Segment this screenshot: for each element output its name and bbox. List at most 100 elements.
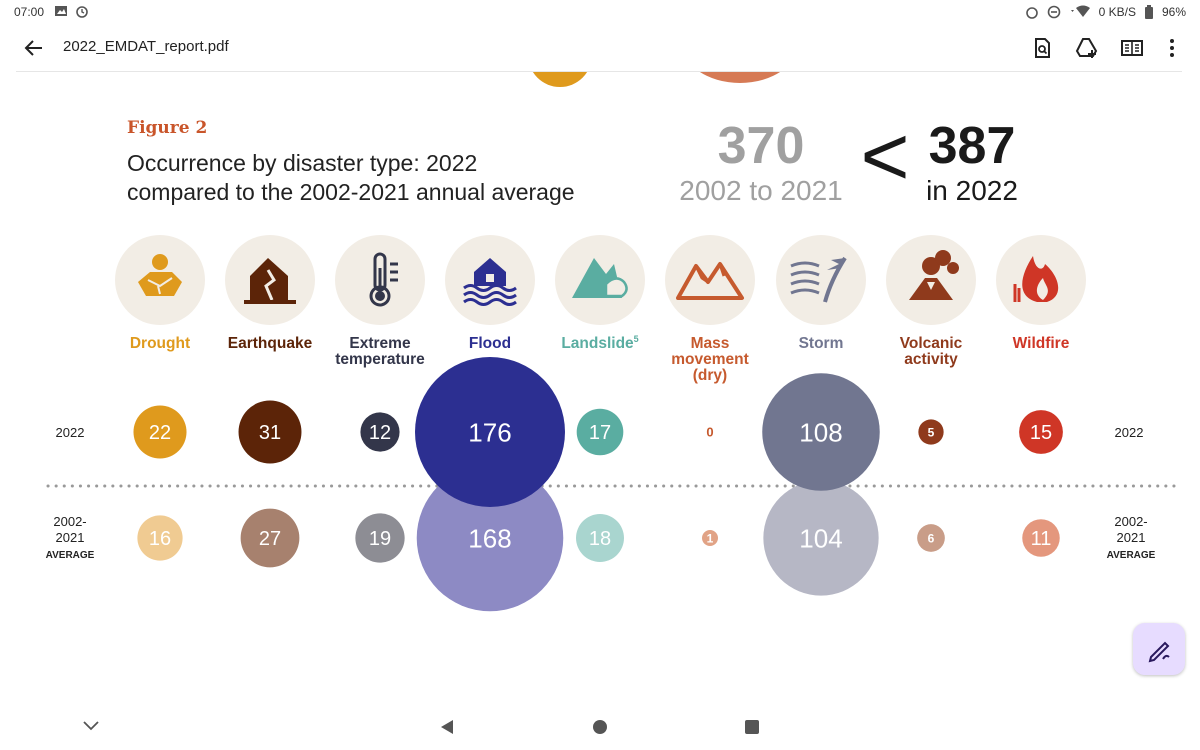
year-2022-value-label: 17	[589, 422, 611, 444]
category-label-line: Wildfire	[1013, 335, 1070, 352]
average-bubble	[1022, 519, 1060, 557]
document-title: 2022_EMDAT_report.pdf	[63, 38, 229, 55]
category-label-line: activity	[904, 351, 958, 368]
add-to-drive-icon[interactable]	[1075, 36, 1099, 60]
year-2022-bubble	[133, 405, 187, 459]
category-label-line: movement	[671, 351, 749, 368]
category-label-line: Mass	[691, 335, 730, 352]
year-2022-value-label: 0	[706, 425, 713, 440]
recents-nav-icon[interactable]	[744, 719, 760, 735]
year-2022-bubble	[1019, 410, 1063, 454]
category-label-line: Flood	[469, 335, 511, 352]
year-2022-value-label: 108	[799, 417, 842, 447]
app-toolbar: 2022_EMDAT_report.pdf	[0, 24, 1200, 72]
average-bubble	[240, 508, 300, 568]
footnote-marker: 5	[634, 334, 639, 344]
reading-mode-icon[interactable]	[1120, 36, 1144, 60]
average-period: 2002 to 2021	[679, 175, 843, 206]
alarm-status-icon	[1025, 7, 1038, 19]
year-2022-value-label: 22	[149, 422, 171, 444]
year-2022-value-label: 31	[259, 422, 281, 444]
battery-icon	[1144, 5, 1153, 19]
figure-label: Figure 2	[127, 118, 207, 138]
category-label: Earthquake	[228, 335, 313, 352]
image-notification-icon	[55, 6, 67, 16]
category-label: Flood	[469, 335, 511, 352]
network-speed: 0 KB/S	[1098, 5, 1136, 19]
search-document-icon[interactable]	[1030, 36, 1054, 60]
previous-figure-shape	[680, 0, 800, 83]
category-label: Drought	[130, 335, 190, 352]
category-label-line: (dry)	[693, 367, 727, 384]
mass-movement-icon	[665, 235, 755, 325]
row-label-avg-right-3: AVERAGE	[1107, 550, 1156, 561]
back-nav-icon[interactable]	[439, 719, 455, 735]
year-period: in 2022	[926, 175, 1018, 206]
category-label-line: Drought	[130, 335, 190, 352]
pdf-page: Figure 2 Occurrence by disaster type: 20…	[16, 0, 1184, 705]
year-2022-value-label: 15	[1030, 422, 1052, 444]
average-bubble	[355, 513, 405, 563]
category-label-line: Storm	[799, 335, 844, 352]
year-2022-value-label: 176	[468, 417, 511, 447]
average-bubble	[576, 514, 624, 562]
average-value-label: 19	[369, 528, 391, 550]
average-value-label: 27	[259, 528, 281, 550]
category-label-line: Extreme	[349, 335, 411, 352]
average-value-label: 6	[928, 531, 935, 545]
wifi-icon	[1070, 5, 1090, 17]
category-label: Mass movement (dry)	[671, 335, 749, 384]
category-label-line: temperature	[335, 351, 425, 368]
average-total: 370	[718, 117, 805, 175]
volcano-icon	[886, 235, 976, 325]
battery-level: 96%	[1161, 5, 1186, 19]
comparison-symbol: <	[860, 109, 909, 203]
pen-edit-icon	[1148, 641, 1170, 663]
row-label-avg-left-2: 2021	[56, 530, 85, 545]
category-label: Storm	[799, 335, 844, 352]
row-label-2022-right: 2022	[1115, 425, 1144, 440]
row-label-avg-right-1: 2002-	[1114, 514, 1147, 529]
average-value-label: 104	[799, 523, 842, 553]
back-arrow-icon[interactable]	[22, 36, 46, 60]
average-bubble	[416, 464, 564, 612]
year-2022-bubble	[360, 412, 400, 452]
system-nav-bar	[0, 705, 1200, 750]
row-label-avg-left-3: AVERAGE	[46, 550, 95, 561]
average-value-label: 168	[468, 523, 511, 553]
average-value-label: 11	[1031, 528, 1052, 550]
average-bubble	[702, 530, 718, 546]
figure-2: Figure 2 Occurrence by disaster type: 20…	[46, 0, 1184, 612]
status-time: 07:00	[14, 5, 45, 19]
row-label-avg-left-1: 2002-	[53, 514, 86, 529]
year-2022-bubble	[415, 357, 565, 507]
icon-background	[776, 235, 866, 325]
chevron-down-icon[interactable]	[82, 719, 100, 733]
earthquake-icon	[225, 235, 315, 325]
category-label-line: Landslide	[561, 335, 634, 352]
average-bubble	[917, 524, 945, 552]
year-2022-value-label: 12	[369, 422, 391, 444]
row-label-2022-left: 2022	[56, 425, 85, 440]
average-value-label: 1	[707, 531, 714, 545]
year-2022-bubble	[576, 408, 624, 456]
average-value-label: 16	[149, 528, 171, 550]
annotate-button[interactable]	[1133, 623, 1185, 675]
storm-icon	[776, 235, 866, 325]
year-total: 387	[929, 117, 1016, 175]
more-options-icon[interactable]	[1160, 36, 1184, 60]
average-bubble	[137, 515, 183, 561]
year-2022-bubble	[918, 419, 944, 445]
home-nav-icon[interactable]	[592, 719, 608, 735]
row-label-avg-right-2: 2021	[1117, 530, 1146, 545]
flood-icon	[445, 235, 535, 325]
average-value-label: 18	[589, 528, 611, 550]
category-label: Extreme temperature	[335, 335, 425, 368]
previous-figure-shape	[528, 23, 592, 87]
category-label-line: Volcanic	[900, 335, 963, 352]
status-bar: 07:00 0 KB/S 96%	[0, 0, 1200, 24]
figure-title-line1: Occurrence by disaster type: 2022	[127, 150, 477, 176]
wildfire-icon	[996, 235, 1086, 325]
category-label: Wildfire	[1013, 335, 1070, 352]
category-label: Landslide5	[561, 334, 638, 352]
